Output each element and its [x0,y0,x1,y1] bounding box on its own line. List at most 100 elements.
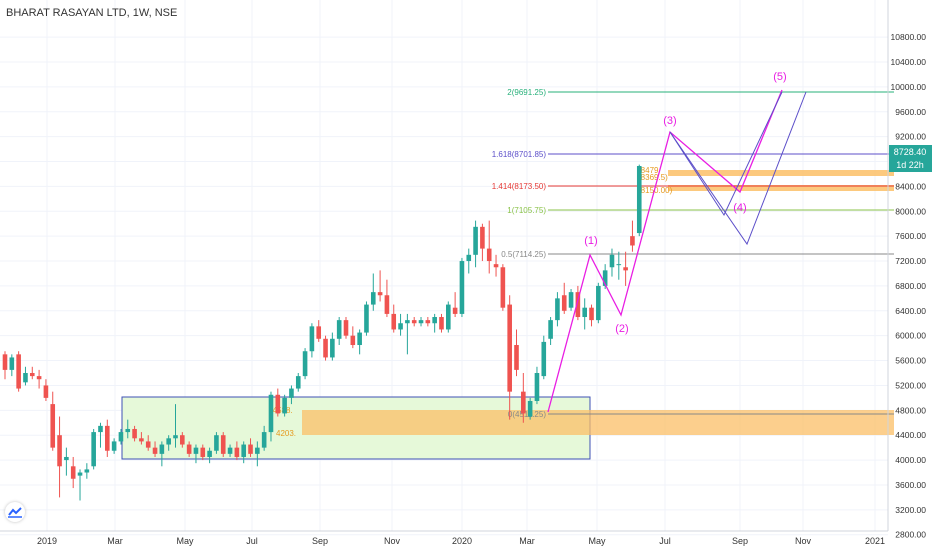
chart-title: BHARAT RASAYAN LTD, 1W, NSE [6,7,178,19]
candle-body [295,376,301,389]
candle [227,444,233,457]
supply-zone-lower[interactable] [668,185,894,191]
candle [582,298,587,330]
fib-label-1618: 1.618(8701.85) [492,150,547,159]
fib-label-0: 0(4511.25) [508,410,546,419]
candle [29,366,35,380]
price-tick-label: 6400.00 [895,306,926,316]
candle-body [220,435,226,454]
price-tick-label: 9600.00 [895,107,926,117]
candle [9,354,15,377]
time-tick-jul-19: Jul [246,536,258,546]
price-tick-label: 5200.00 [895,380,926,390]
candle [282,394,287,417]
candle-body [446,304,451,330]
price-tick-label: 4400.00 [895,430,926,440]
price-tick-label: 10400.00 [891,57,927,67]
candle [186,441,192,457]
price-tick-label: 10000.00 [891,82,927,92]
wave-label-2: (2) [615,323,628,335]
candle-body [159,444,165,454]
candle-body [364,304,369,333]
candle [50,391,56,451]
candle-body [166,438,171,445]
wave-label-4: (4) [733,202,746,214]
candle [364,301,369,336]
candle-body [596,285,601,321]
candle [350,326,356,349]
countdown-text: 1d 22h [896,160,924,170]
fibonacci-lines[interactable] [548,91,894,415]
candle-body [118,432,124,442]
candle [541,335,547,380]
candle [439,313,444,333]
wave-projection-path-a[interactable] [669,91,783,217]
time-tick-may-20: May [588,536,606,546]
time-tick-2020: 2020 [452,536,472,546]
candle [91,428,96,470]
tradingview-logo-icon[interactable] [5,502,25,522]
candle-body [186,444,192,454]
candle [609,248,615,277]
candle-body [350,335,356,346]
candle [173,404,178,448]
supply-zone-upper[interactable] [668,170,894,176]
zone-label-8150: (8150.00) [638,186,673,195]
candle [425,317,431,327]
candle-body [302,351,308,377]
fib-label-1: 1(7105.75) [507,206,546,215]
candle-body [609,254,615,268]
candle-body [602,270,608,286]
candle-body [398,323,403,330]
candle [2,351,8,380]
candle-body [316,326,322,339]
candle-body [439,317,444,330]
candle-body [9,357,15,370]
candle-body [50,404,56,448]
candle-body [480,226,485,249]
candle [330,332,335,361]
last-price-text: 8728.40 [894,147,927,157]
candle-body [23,373,28,383]
time-tick-jul-20: Jul [659,536,671,546]
candle [527,397,533,420]
candle-body [139,438,144,442]
candle [398,313,403,336]
price-tick-label: 8400.00 [895,181,926,191]
candle-body [377,292,383,296]
candle-body [500,267,506,308]
candle-body [507,304,512,392]
price-axis[interactable]: 10800.0010400.0010000.009600.009200.0088… [891,32,927,540]
candle [125,419,131,439]
candle [145,435,151,451]
elliott-wave-impulse[interactable] [547,89,783,413]
candle-body [384,295,390,314]
candle [357,329,362,355]
fib-label-1414: 1.414(8173.50) [492,182,547,191]
candle [57,416,62,498]
candle [152,441,158,457]
candle-body [132,428,137,439]
candle [514,329,519,377]
time-axis[interactable]: 2019 Mar May Jul Sep Nov 2020 Mar May Ju… [37,536,885,546]
candle [616,251,622,280]
candle-body [248,444,253,454]
candle-body [268,394,274,433]
candle [370,273,376,311]
candle-body [2,354,8,370]
candle-body [261,432,267,448]
candle-body [521,391,526,414]
candle-body [548,320,553,339]
candle-body [616,264,622,266]
wave-label-3: (3) [663,115,676,127]
candle-body [289,388,294,398]
candle [16,351,21,392]
wave-projection-path-b[interactable] [669,91,807,246]
candle-body [473,226,478,255]
countdown-badge [889,159,932,172]
candle [316,320,322,342]
candle [23,366,28,386]
candle-body [77,472,83,476]
candle [166,435,171,451]
